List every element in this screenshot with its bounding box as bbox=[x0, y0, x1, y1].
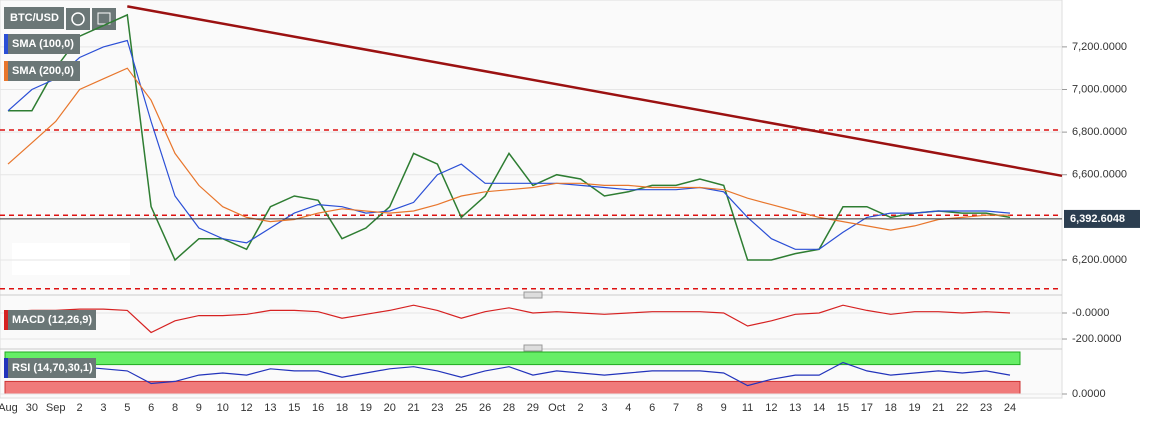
y-tick-label: -200.0000 bbox=[1072, 333, 1122, 345]
x-tick-label: 4 bbox=[625, 402, 631, 414]
x-tick-label: 13 bbox=[264, 402, 276, 414]
resize-handle[interactable] bbox=[523, 291, 543, 299]
x-tick-label: 16 bbox=[312, 402, 324, 414]
legend-swatch bbox=[4, 358, 8, 378]
x-tick-label: 6 bbox=[649, 402, 655, 414]
series-line bbox=[7, 39, 1011, 250]
x-tick-label: 13 bbox=[789, 402, 801, 414]
settings-icon bbox=[97, 12, 111, 25]
legend-label: SMA (200,0) bbox=[12, 65, 74, 77]
x-tick-label: 21 bbox=[407, 402, 419, 414]
x-tick-label: 19 bbox=[360, 402, 372, 414]
legend-swatch bbox=[4, 34, 8, 54]
price-label-box bbox=[1064, 209, 1140, 228]
x-tick-label: 8 bbox=[172, 402, 178, 414]
x-tick-label: 17 bbox=[861, 402, 873, 414]
legend-box bbox=[4, 7, 64, 29]
x-tick-label: 3 bbox=[100, 402, 106, 414]
x-tick-label: 18 bbox=[885, 402, 897, 414]
x-tick-label: 24 bbox=[1004, 402, 1016, 414]
x-tick-label: 9 bbox=[721, 402, 727, 414]
x-tick-label: 20 bbox=[384, 402, 396, 414]
legend-box bbox=[4, 358, 96, 378]
series-line bbox=[8, 13, 1011, 262]
x-tick-label: 26 bbox=[479, 402, 491, 414]
x-tick-label: Aug bbox=[0, 402, 18, 414]
x-tick-label: 12 bbox=[765, 402, 777, 414]
x-tick-label: 11 bbox=[742, 402, 753, 414]
x-tick-label: 18 bbox=[336, 402, 348, 414]
legend-label: BTC/USD bbox=[10, 12, 59, 24]
x-tick-label: 15 bbox=[288, 402, 300, 414]
series-line bbox=[7, 361, 1011, 387]
y-tick-label: 6,800.0000 bbox=[1072, 126, 1127, 138]
y-tick-label: 0.0000 bbox=[1072, 388, 1106, 400]
x-tick-label: Sep bbox=[46, 402, 66, 414]
x-tick-label: 30 bbox=[26, 402, 38, 414]
legend-box bbox=[4, 34, 80, 54]
x-tick-label: Oct bbox=[548, 402, 565, 414]
x-tick-label: 2 bbox=[77, 402, 83, 414]
x-tick-label: 3 bbox=[601, 402, 607, 414]
legend-swatch bbox=[4, 310, 8, 330]
x-tick-label: 15 bbox=[837, 402, 849, 414]
y-tick-label: 7,000.0000 bbox=[1072, 83, 1127, 95]
y-tick-label: 6,600.0000 bbox=[1072, 169, 1127, 181]
x-tick-label: 19 bbox=[908, 402, 920, 414]
x-tick-label: 21 bbox=[932, 402, 944, 414]
refresh-icon bbox=[71, 12, 85, 26]
y-tick-label: 6,200.0000 bbox=[1072, 254, 1127, 266]
x-tick-label: 9 bbox=[196, 402, 202, 414]
x-tick-label: 8 bbox=[697, 402, 703, 414]
legend-label: MACD (12,26,9) bbox=[12, 314, 92, 326]
price-label: 6,392.6048 bbox=[1070, 213, 1125, 225]
series-line bbox=[7, 67, 1010, 231]
x-tick-label: 12 bbox=[240, 402, 252, 414]
x-tick-label: 23 bbox=[980, 402, 992, 414]
legend-label: SMA (100,0) bbox=[12, 38, 74, 50]
overbought-band bbox=[4, 351, 1021, 366]
x-tick-label: 22 bbox=[956, 402, 968, 414]
legend-swatch bbox=[4, 61, 8, 81]
y-tick-label: 7,200.0000 bbox=[1072, 41, 1127, 53]
x-tick-label: 2 bbox=[578, 402, 584, 414]
settings-button[interactable] bbox=[92, 8, 116, 30]
resize-handle[interactable] bbox=[523, 344, 543, 352]
plot-area bbox=[0, 0, 1063, 399]
x-tick-label: 6 bbox=[148, 402, 154, 414]
x-tick-label: 5 bbox=[124, 402, 130, 414]
legend-box bbox=[4, 310, 96, 330]
refresh-button[interactable] bbox=[66, 8, 90, 30]
y-tick-label: -0.0000 bbox=[1072, 307, 1109, 319]
blank-box bbox=[12, 243, 130, 275]
x-tick-label: 28 bbox=[503, 402, 515, 414]
legend-label: RSI (14,70,30,1) bbox=[12, 362, 93, 374]
x-tick-label: 7 bbox=[673, 402, 679, 414]
trendline bbox=[127, 5, 1063, 178]
legend-box bbox=[4, 61, 80, 81]
x-tick-label: 29 bbox=[527, 402, 539, 414]
x-tick-label: 23 bbox=[431, 402, 443, 414]
x-tick-label: 10 bbox=[217, 402, 229, 414]
x-tick-label: 14 bbox=[813, 402, 825, 414]
x-tick-label: 25 bbox=[455, 402, 467, 414]
series-line bbox=[7, 304, 1011, 334]
